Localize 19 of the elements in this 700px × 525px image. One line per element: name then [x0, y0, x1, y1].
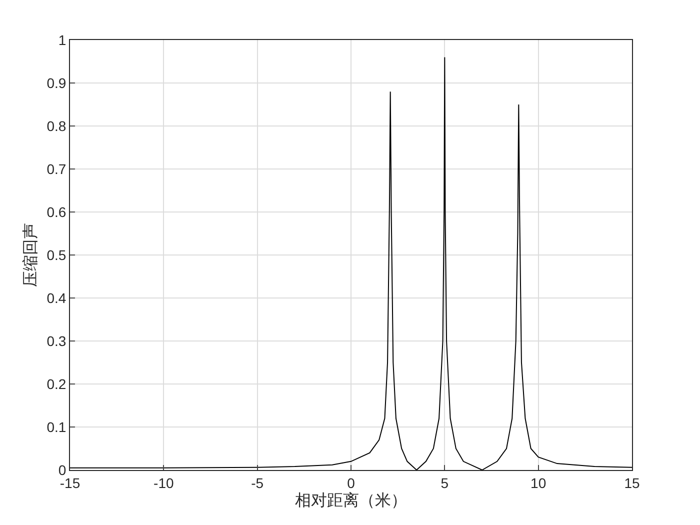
y-tick-label: 0.5 — [46, 246, 66, 263]
line-series — [70, 56, 632, 470]
y-axis-title: 压缩回声 — [22, 223, 40, 287]
x-tick-label: -5 — [251, 474, 264, 491]
y-tick-label: 0.4 — [46, 290, 66, 306]
y-tick-label: 0.2 — [46, 376, 66, 392]
x-tick-label: 0 — [347, 474, 356, 491]
y-tick-label: 0.1 — [46, 418, 66, 435]
y-tick-label: 1 — [58, 32, 66, 48]
y-tick-label: 0.9 — [46, 74, 66, 91]
x-tick-label: 15 — [624, 474, 640, 491]
y-tick-label: 0.8 — [46, 118, 66, 134]
y-tick-label: 0.6 — [46, 204, 66, 220]
x-tick-label: -10 — [154, 474, 174, 491]
x-tick-label: 10 — [530, 474, 546, 491]
y-tick-label: 0.3 — [46, 332, 66, 349]
x-axis-title: 相对距离（米） — [295, 492, 407, 510]
x-tick-label: 5 — [440, 474, 449, 491]
y-tick-label: 0.7 — [46, 160, 66, 177]
